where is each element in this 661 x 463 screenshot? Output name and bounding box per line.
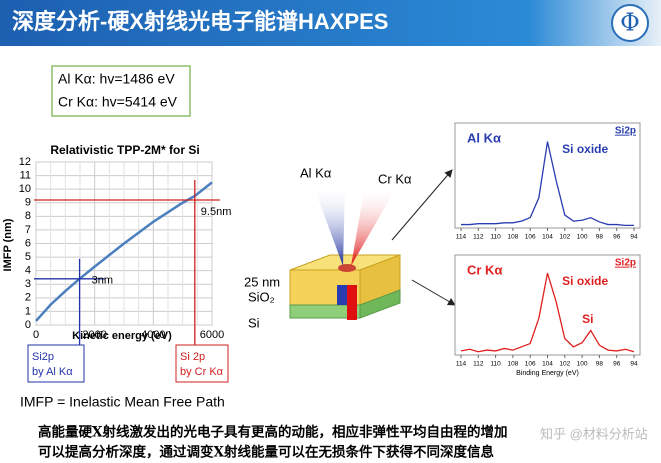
data-line: [460, 272, 635, 353]
peak-label: Si oxide: [562, 142, 608, 156]
spot: [338, 264, 356, 272]
x-tick-label: 100: [577, 361, 588, 368]
y-tick-label: 8: [25, 210, 31, 222]
spectrum-tag: Si2p: [615, 258, 636, 269]
y-tick-label: 2: [25, 292, 31, 304]
y-tick-label: 9: [25, 197, 31, 209]
logo: [611, 4, 649, 42]
y-tick-label: 7: [25, 224, 31, 236]
x-tick-label: 110: [490, 361, 501, 368]
marker-label: 3nm: [92, 275, 113, 287]
depth-blue: [337, 285, 347, 305]
beam-cr: [351, 185, 392, 266]
energy: Cr Kα: hv=5414 eV: [58, 94, 178, 110]
spectrum-label: Al Kα: [467, 130, 501, 145]
x-axis-label: Binding Energy (eV): [516, 370, 579, 377]
beam-label: Cr Kα: [378, 171, 412, 186]
y-tick-label: 6: [25, 237, 31, 249]
x-tick-label: 106: [525, 361, 536, 368]
beam-label: Al Kα: [300, 165, 332, 180]
marker-label: 9.5nm: [201, 206, 232, 218]
box-text: Si 2p: [180, 351, 205, 363]
x-tick-label: 114: [456, 234, 467, 241]
peak-label: Si: [582, 312, 593, 326]
y-tick-label: 5: [25, 251, 31, 263]
x-tick-label: 112: [473, 361, 484, 368]
layer-label: 25 nm: [244, 274, 280, 289]
y-tick-label: 11: [20, 169, 31, 181]
x-tick-label: 100: [577, 234, 588, 241]
x-axis-label: Kinetic energy (eV): [72, 330, 172, 342]
y-tick-label: 12: [19, 156, 31, 168]
x-tick-label: 102: [559, 361, 570, 368]
arrow: [411, 279, 456, 306]
x-tick-label: 2000: [82, 329, 106, 341]
depth-red: [347, 285, 357, 320]
watermark: 知乎 @材料分析站: [540, 426, 648, 441]
x-tick-label: 110: [490, 234, 501, 241]
x-tick-label: 106: [525, 234, 536, 241]
x-tick-label: 104: [542, 234, 553, 241]
label-box: [27, 344, 85, 383]
spectrum-tag: Si2p: [615, 126, 636, 137]
y-tick-label: 4: [25, 265, 31, 277]
layer-label: Si: [248, 315, 260, 330]
data-line: [35, 181, 213, 322]
label-box: [175, 344, 229, 383]
y-tick-label: 10: [19, 183, 31, 195]
header-bar: [0, 0, 661, 46]
x-tick-label: 4000: [141, 329, 165, 341]
energy: Al Kα: hv=1486 eV: [58, 71, 175, 87]
y-axis-label: IMFP (nm): [2, 218, 14, 271]
spectrum-frame: [454, 122, 641, 229]
box-text: Si2p: [32, 351, 54, 363]
layer-label: SiO₂: [248, 289, 275, 304]
summary: 高能量硬X射线激发出的光电子具有更高的动能，相应非弹性平均自由程的增加: [38, 424, 507, 441]
box-text: by Al Kα: [32, 366, 73, 378]
y-tick-label: 1: [25, 305, 31, 317]
summary: 可以提高分析深度，通过调变X射线能量可以在无损条件下获得不同深度信息: [38, 444, 494, 461]
x-tick-label: 96: [613, 361, 621, 368]
x-tick-label: 102: [559, 234, 570, 241]
x-tick-label: 94: [630, 361, 638, 368]
arrow: [391, 169, 453, 241]
x-tick-label: 104: [542, 361, 553, 368]
energy-box: [51, 65, 191, 117]
logo-text: Φ: [620, 9, 640, 37]
y-tick-label: 3: [25, 278, 31, 290]
box-text: by Cr Kα: [180, 366, 224, 378]
x-tick-label: 94: [630, 234, 638, 241]
spectrum-label: Cr Kα: [467, 262, 502, 277]
x-tick-label: 98: [596, 361, 604, 368]
x-tick-label: 112: [473, 234, 484, 241]
x-tick-label: 98: [596, 234, 604, 241]
x-tick-label: 108: [507, 361, 518, 368]
x-tick-label: 114: [456, 361, 467, 368]
si-side: [359, 289, 401, 319]
x-tick-label: 96: [613, 234, 621, 241]
spectrum-frame: [454, 254, 641, 356]
x-tick-label: 108: [507, 234, 518, 241]
x-tick-label: 6000: [200, 329, 224, 341]
data-line: [461, 141, 634, 227]
note: IMFP = Inelastic Mean Free Path: [20, 394, 225, 410]
peak-label: Si oxide: [562, 274, 608, 288]
title: 深度分析-硬X射线光电子能谱HAXPES: [12, 9, 388, 34]
beam-al: [315, 185, 345, 266]
chart-title: Relativistic TPP-2M* for Si: [50, 143, 199, 157]
x-tick-label: 0: [33, 329, 39, 341]
y-tick-label: 0: [25, 319, 31, 331]
